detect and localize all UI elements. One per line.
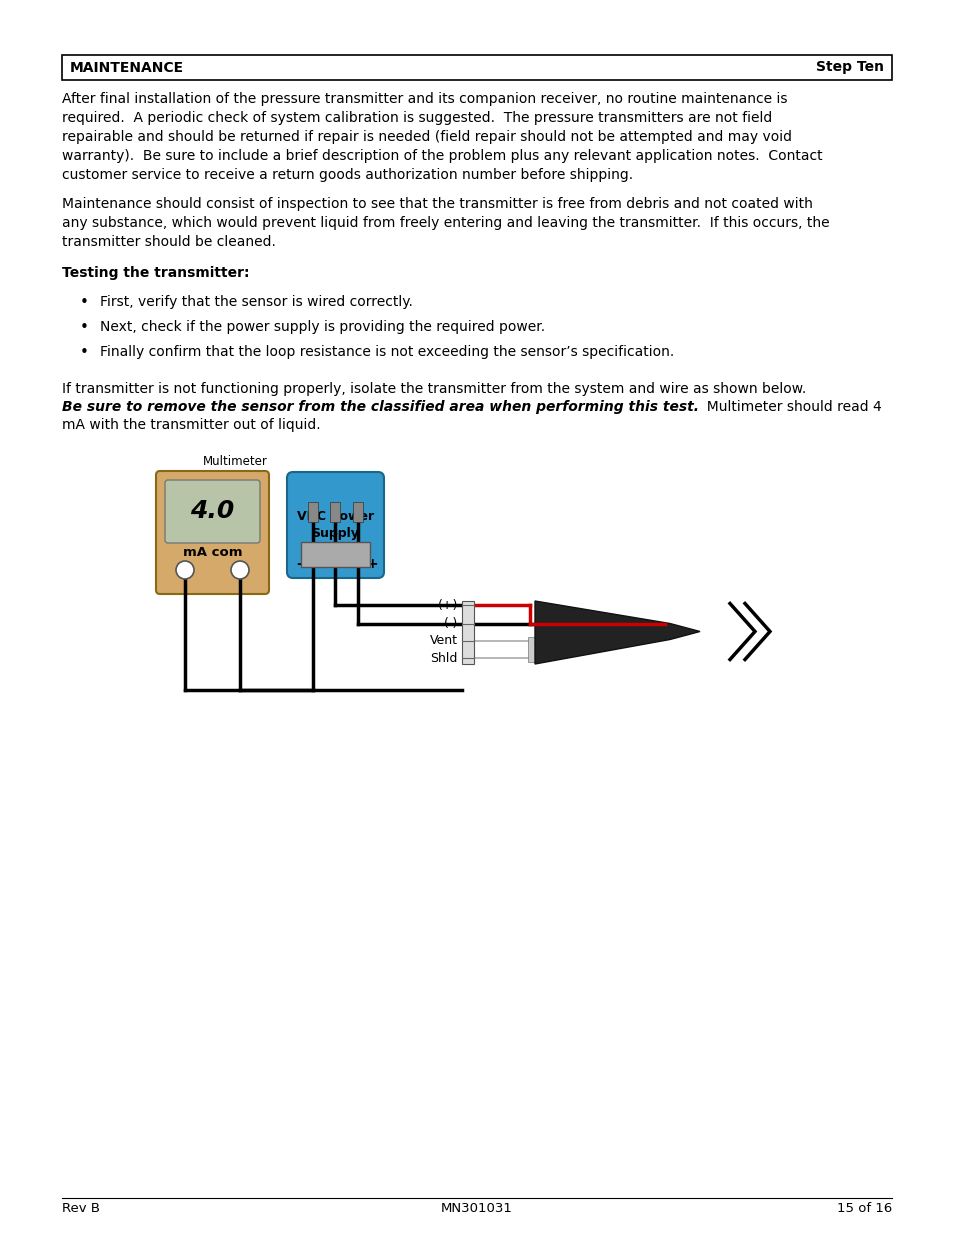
Text: Supply: Supply	[312, 526, 359, 540]
FancyBboxPatch shape	[165, 480, 260, 543]
Text: Next, check if the power supply is providing the required power.: Next, check if the power supply is provi…	[100, 320, 544, 333]
Text: (+): (+)	[437, 599, 457, 611]
Text: 4.0: 4.0	[191, 499, 234, 524]
Bar	[353, 501, 363, 522]
Bar	[527, 637, 537, 662]
Text: VDC Power: VDC Power	[296, 510, 374, 524]
Text: (-): (-)	[443, 618, 457, 631]
Bar	[330, 501, 340, 522]
Text: MAINTENANCE: MAINTENANCE	[70, 61, 184, 74]
FancyBboxPatch shape	[156, 471, 269, 594]
Text: First, verify that the sensor is wired correctly.: First, verify that the sensor is wired c…	[100, 295, 413, 309]
Text: mA com: mA com	[183, 547, 242, 559]
Text: Step Ten: Step Ten	[815, 61, 883, 74]
Text: Maintenance should consist of inspection to see that the transmitter is free fro: Maintenance should consist of inspection…	[62, 198, 829, 249]
Text: •: •	[80, 320, 89, 335]
FancyBboxPatch shape	[287, 472, 384, 578]
Text: Shld: Shld	[430, 652, 457, 664]
Text: +: +	[366, 557, 377, 571]
Text: Finally confirm that the loop resistance is not exceeding the sensor’s specifica: Finally confirm that the loop resistance…	[100, 345, 674, 359]
Circle shape	[175, 561, 193, 579]
Bar	[461, 601, 474, 664]
Text: Vent: Vent	[430, 635, 457, 647]
Text: Testing the transmitter:: Testing the transmitter:	[62, 266, 250, 280]
Circle shape	[231, 561, 249, 579]
Text: -: -	[295, 557, 301, 571]
Text: MN301031: MN301031	[440, 1202, 513, 1215]
Bar	[301, 542, 370, 567]
Text: •: •	[80, 295, 89, 310]
Text: Rev B: Rev B	[62, 1202, 100, 1215]
Text: Multimeter: Multimeter	[202, 454, 267, 468]
Text: 15 of 16: 15 of 16	[836, 1202, 891, 1215]
Bar	[62, 56, 891, 80]
Text: •: •	[80, 345, 89, 359]
Text: After final installation of the pressure transmitter and its companion receiver,: After final installation of the pressure…	[62, 91, 821, 182]
Text: If transmitter is not functioning properly, isolate the transmitter from the sys: If transmitter is not functioning proper…	[62, 382, 805, 396]
Bar	[308, 501, 317, 522]
Text: Multimeter should read 4: Multimeter should read 4	[698, 400, 881, 414]
Text: Be sure to remove the sensor from the classified area when performing this test.: Be sure to remove the sensor from the cl…	[62, 400, 699, 414]
Polygon shape	[535, 601, 700, 664]
Text: mA with the transmitter out of liquid.: mA with the transmitter out of liquid.	[62, 417, 320, 432]
